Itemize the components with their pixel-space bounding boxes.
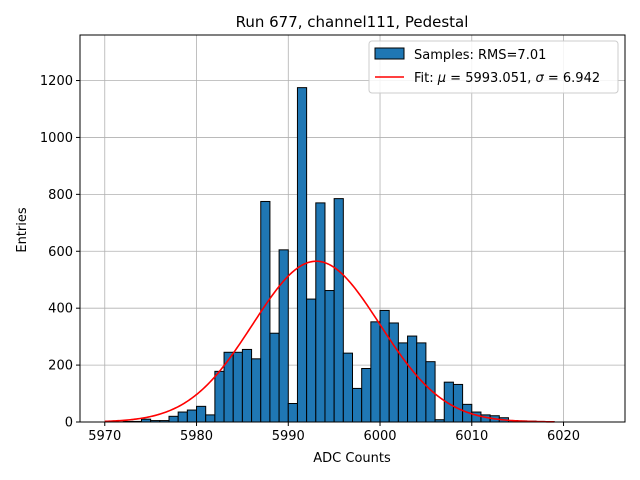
histogram-bar bbox=[370, 321, 381, 423]
histogram-bar bbox=[241, 348, 253, 423]
histogram-bar bbox=[177, 411, 188, 423]
x-tick-label: 6000 bbox=[363, 429, 396, 444]
histogram-bar bbox=[324, 290, 335, 423]
histogram-bar bbox=[315, 202, 326, 423]
histogram-bar bbox=[352, 387, 363, 423]
histogram-bar bbox=[388, 322, 399, 423]
histogram-bar bbox=[333, 198, 344, 423]
x-axis-ticks: 5970 5980 5990 6000 6010 6020 bbox=[88, 422, 580, 444]
x-tick-label: 6020 bbox=[547, 429, 580, 444]
histogram-bar bbox=[452, 383, 464, 423]
x-axis-label: ADC Counts bbox=[313, 451, 391, 466]
histogram-bar bbox=[196, 405, 207, 423]
histogram-bar bbox=[278, 249, 289, 423]
x-tick-label: 5990 bbox=[272, 429, 305, 444]
legend-mu-value: = 5993.051, bbox=[446, 71, 535, 86]
y-tick-label: 1000 bbox=[40, 131, 73, 146]
histogram-bar bbox=[342, 352, 354, 423]
legend-sigma-value: = 6.942 bbox=[544, 71, 600, 86]
histogram-bar bbox=[214, 370, 225, 423]
plot-frame bbox=[79, 34, 626, 423]
y-axis-label: Entries bbox=[15, 207, 30, 253]
y-tick-label: 400 bbox=[48, 302, 73, 317]
y-tick-label: 1200 bbox=[40, 74, 73, 89]
histogram-bar bbox=[205, 414, 216, 423]
legend: Samples: RMS=7.01 Fit: μ = 5993.051, σ =… bbox=[368, 40, 619, 94]
histogram-bar bbox=[269, 332, 280, 423]
histogram-bar bbox=[407, 335, 418, 423]
y-tick-label: 0 bbox=[65, 416, 73, 431]
histogram-bar bbox=[232, 351, 243, 423]
histogram-bar bbox=[251, 358, 262, 423]
histogram-bar bbox=[416, 342, 427, 423]
histogram-bar bbox=[168, 415, 179, 423]
y-tick-label: 200 bbox=[48, 359, 73, 374]
histogram-bar bbox=[186, 409, 198, 423]
legend-histogram-label: Samples: RMS=7.01 bbox=[414, 48, 546, 63]
histogram-bar bbox=[361, 368, 372, 423]
y-axis-ticks: 0 200 400 600 800 1000 1200 bbox=[40, 74, 80, 431]
y-tick-label: 600 bbox=[48, 245, 73, 260]
chart-title: Run 677, channel111, Pedestal bbox=[236, 13, 469, 31]
x-tick-label: 5970 bbox=[88, 429, 121, 444]
histogram-bar bbox=[260, 200, 271, 423]
x-tick-label: 6010 bbox=[455, 429, 488, 444]
legend-fit-prefix: Fit: bbox=[414, 71, 438, 86]
histogram-bar bbox=[306, 298, 317, 423]
histogram-bar bbox=[296, 87, 308, 423]
legend-box bbox=[368, 40, 619, 94]
legend-mu-symbol: μ bbox=[437, 71, 446, 86]
histogram-bars bbox=[122, 87, 555, 423]
histogram-bar bbox=[287, 403, 298, 423]
gaussian-fit-curve bbox=[104, 260, 555, 423]
legend-sigma-symbol: σ bbox=[536, 71, 545, 86]
legend-histogram-swatch bbox=[374, 47, 405, 60]
legend-fit-label: Fit: μ = 5993.051, σ = 6.942 bbox=[414, 71, 600, 86]
x-tick-label: 5980 bbox=[180, 429, 213, 444]
y-tick-label: 800 bbox=[48, 188, 73, 203]
